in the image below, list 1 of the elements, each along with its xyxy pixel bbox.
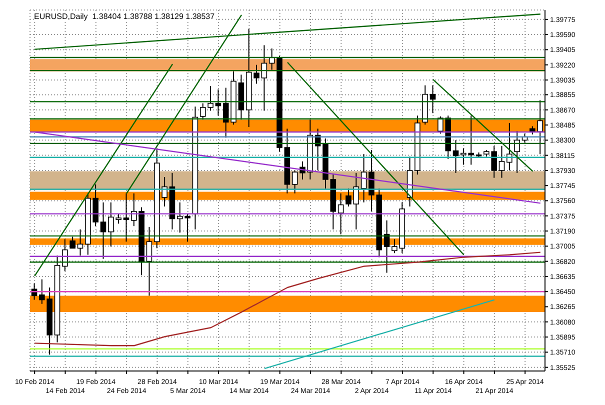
chart-title: EURUSD,Daily 1.38404 1.38788 1.38129 1.38537: [34, 12, 215, 21]
